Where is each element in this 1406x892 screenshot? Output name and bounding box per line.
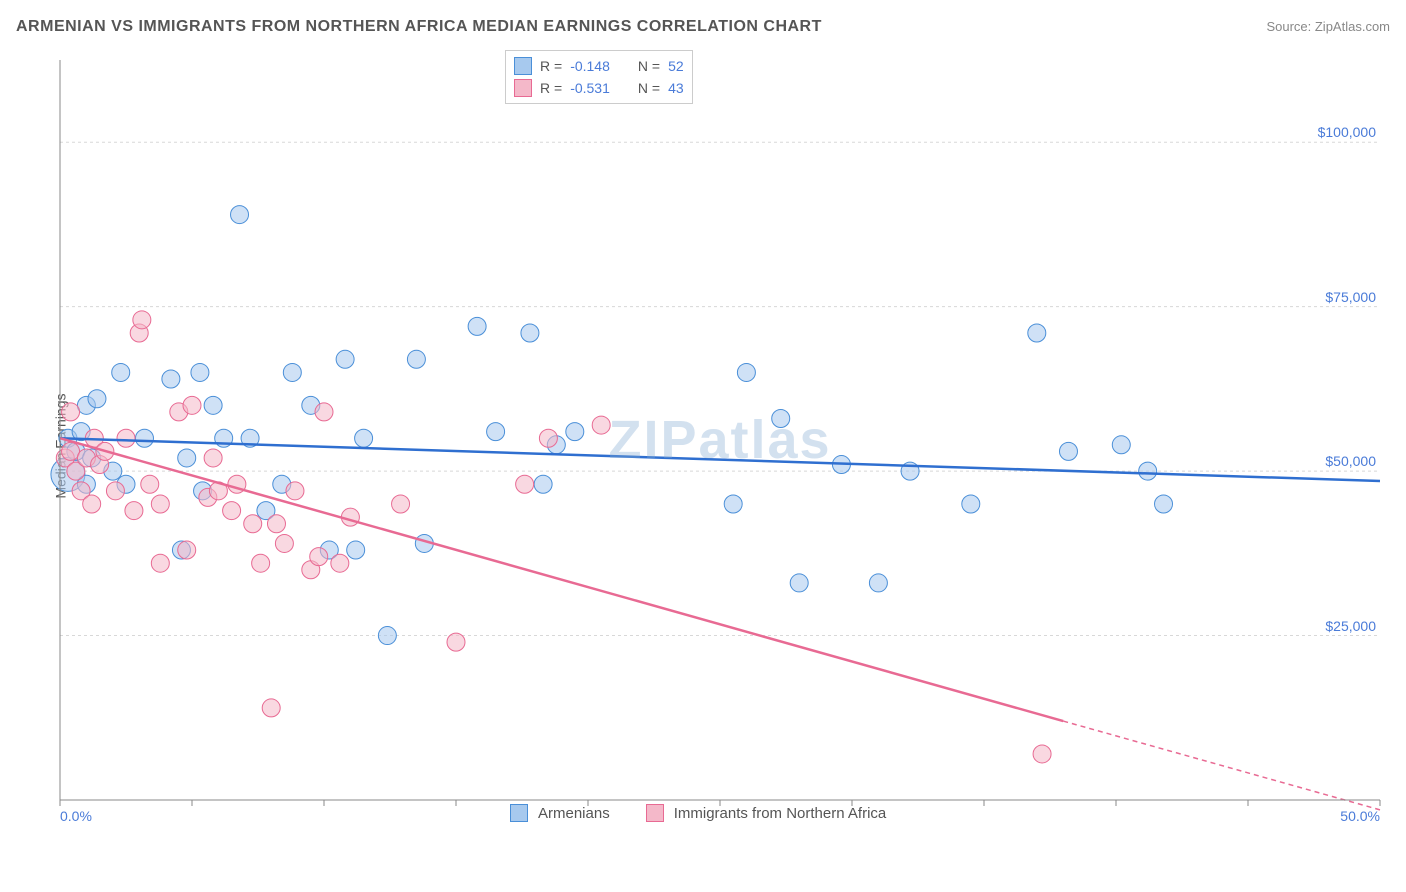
scatter-plot	[50, 50, 1390, 830]
data-point	[178, 449, 196, 467]
data-point	[487, 423, 505, 441]
data-point	[1033, 745, 1051, 763]
legend-label: Armenians	[538, 805, 610, 822]
data-point	[141, 475, 159, 493]
data-point	[267, 515, 285, 533]
data-point	[1028, 324, 1046, 342]
legend-n-value: 43	[668, 80, 684, 96]
legend-series: Armenians Immigrants from Northern Africa	[510, 804, 912, 822]
data-point	[869, 574, 887, 592]
data-point	[737, 363, 755, 381]
source-attribution: Source: ZipAtlas.com	[1266, 19, 1390, 34]
trend-line	[60, 438, 1063, 721]
data-point	[566, 423, 584, 441]
data-point	[521, 324, 539, 342]
legend-n-value: 52	[668, 58, 684, 74]
data-point	[244, 515, 262, 533]
data-point	[191, 363, 209, 381]
data-point	[162, 370, 180, 388]
legend-stat-row: R = -0.531N = 43	[514, 77, 684, 99]
data-point	[962, 495, 980, 513]
legend-swatch	[514, 79, 532, 97]
data-point	[151, 554, 169, 572]
data-point	[62, 442, 80, 460]
data-point	[724, 495, 742, 513]
y-tick-label: $100,000	[1318, 124, 1376, 140]
legend-label: Immigrants from Northern Africa	[674, 805, 887, 822]
data-point	[539, 429, 557, 447]
data-point	[355, 429, 373, 447]
data-point	[392, 495, 410, 513]
chart-area: ZIPatlas $25,000$50,000$75,000$100,000 0…	[50, 50, 1390, 830]
data-point	[378, 627, 396, 645]
data-point	[790, 574, 808, 592]
data-point	[772, 409, 790, 427]
data-point	[88, 390, 106, 408]
legend-r-value: -0.531	[570, 80, 610, 96]
data-point	[262, 699, 280, 717]
legend-swatch	[510, 804, 528, 822]
data-point	[83, 495, 101, 513]
data-point	[106, 482, 124, 500]
data-point	[204, 396, 222, 414]
data-point	[133, 311, 151, 329]
data-point	[62, 403, 80, 421]
data-point	[223, 502, 241, 520]
legend-stats: R = -0.148N = 52R = -0.531N = 43	[505, 50, 693, 104]
data-point	[135, 429, 153, 447]
data-point	[592, 416, 610, 434]
legend-r-value: -0.148	[570, 58, 610, 74]
data-point	[534, 475, 552, 493]
data-point	[1155, 495, 1173, 513]
y-tick-label: $25,000	[1325, 618, 1376, 634]
data-point	[151, 495, 169, 513]
data-point	[286, 482, 304, 500]
data-point	[112, 363, 130, 381]
data-point	[231, 206, 249, 224]
data-point	[125, 502, 143, 520]
legend-swatch	[514, 57, 532, 75]
x-tick-label: 0.0%	[60, 808, 92, 824]
data-point	[347, 541, 365, 559]
data-point	[117, 429, 135, 447]
data-point	[1059, 442, 1077, 460]
data-point	[283, 363, 301, 381]
legend-stat-row: R = -0.148N = 52	[514, 55, 684, 77]
data-point	[1139, 462, 1157, 480]
data-point	[1112, 436, 1130, 454]
y-tick-label: $75,000	[1325, 289, 1376, 305]
data-point	[204, 449, 222, 467]
data-point	[310, 548, 328, 566]
y-tick-label: $50,000	[1325, 453, 1376, 469]
trend-line-extrapolate	[1063, 721, 1380, 810]
data-point	[336, 350, 354, 368]
data-point	[275, 534, 293, 552]
data-point	[315, 403, 333, 421]
data-point	[516, 475, 534, 493]
trend-line	[60, 438, 1380, 481]
data-point	[331, 554, 349, 572]
data-point	[183, 396, 201, 414]
data-point	[178, 541, 196, 559]
x-tick-label: 50.0%	[1340, 808, 1380, 824]
chart-title: ARMENIAN VS IMMIGRANTS FROM NORTHERN AFR…	[16, 18, 822, 36]
data-point	[447, 633, 465, 651]
data-point	[407, 350, 425, 368]
legend-swatch	[646, 804, 664, 822]
data-point	[468, 317, 486, 335]
data-point	[252, 554, 270, 572]
